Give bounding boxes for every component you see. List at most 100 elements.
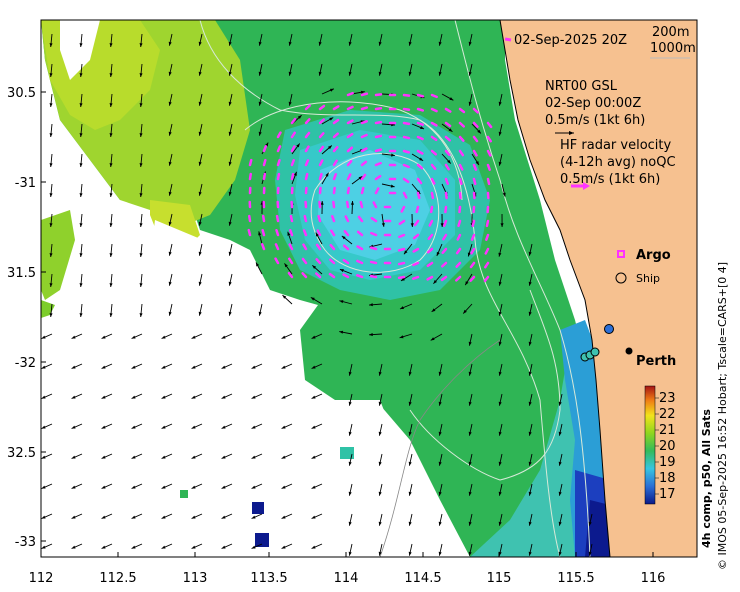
radar-vector: [304, 118, 311, 125]
velocity-arrowhead: [468, 461, 472, 466]
velocity-arrowhead: [198, 131, 202, 136]
velocity-arrowhead: [228, 251, 232, 256]
velocity-arrowhead: [131, 485, 136, 489]
velocity-arrowhead: [41, 515, 46, 519]
velocity-arrowhead: [378, 521, 382, 526]
radar-vector: [276, 158, 281, 167]
radar-vector: [442, 233, 448, 241]
velocity-arrowhead: [191, 365, 196, 369]
velocity-arrowhead: [191, 515, 196, 519]
radar-vector: [413, 219, 420, 227]
velocity-arrowhead: [391, 153, 395, 157]
velocity-arrowhead: [325, 172, 329, 177]
velocity-arrowhead: [378, 71, 382, 76]
velocity-arrowhead: [281, 545, 286, 549]
radar-vector: [426, 275, 434, 281]
velocity-arrowhead: [161, 335, 166, 339]
x-tick-label: 114: [334, 571, 359, 586]
radar-vector: [486, 163, 491, 171]
velocity-arrowhead: [438, 371, 442, 376]
velocity-arrowhead: [408, 491, 412, 496]
velocity-arrowhead: [498, 461, 502, 466]
radar-vector: [290, 145, 296, 153]
velocity-arrowhead: [436, 251, 440, 256]
radar-vector: [369, 274, 378, 279]
radar-vector: [430, 107, 438, 113]
radar-vector: [416, 177, 423, 185]
radar-vector: [455, 275, 462, 282]
radar-vector: [458, 107, 466, 114]
velocity-arrowhead: [498, 101, 502, 106]
velocity-arrowhead: [329, 88, 334, 92]
velocity-arrowhead: [475, 161, 479, 166]
radar-vector: [303, 214, 308, 223]
colorbar-tick-label: 17: [659, 487, 676, 502]
radar-vector: [318, 172, 323, 181]
radar-vector: [430, 163, 437, 171]
radar-vector: [360, 186, 365, 195]
velocity-arrowhead: [498, 281, 502, 286]
velocity-arrowhead: [49, 103, 53, 107]
velocity-arrowhead: [408, 521, 412, 526]
radar-vector: [374, 174, 382, 181]
model-label-line2: 02-Sep 00:00Z: [545, 96, 641, 111]
velocity-arrowhead: [528, 311, 532, 316]
radar-vector: [342, 244, 350, 251]
velocity-arrowhead: [467, 252, 471, 257]
velocity-arrowhead: [284, 263, 288, 268]
radar-vector: [430, 135, 438, 142]
velocity-arrowhead: [498, 521, 502, 526]
velocity-arrowhead: [378, 551, 382, 556]
velocity-arrowhead: [168, 221, 172, 226]
colorbar-tick-label: 23: [659, 391, 676, 406]
velocity-arrowhead: [318, 71, 322, 76]
velocity-arrowhead: [498, 401, 502, 406]
velocity-arrowhead: [477, 129, 481, 134]
velocity-arrowhead: [198, 251, 202, 256]
radar-vector: [402, 149, 411, 154]
radar-vector: [374, 120, 383, 125]
x-tick-label: 113: [183, 571, 208, 586]
velocity-arrowhead: [558, 491, 562, 496]
model-label-line1: NRT00 GSL: [545, 79, 618, 94]
y-tick-label: 32.5: [7, 446, 36, 461]
radar-vector: [415, 205, 420, 214]
radar-vector: [455, 247, 462, 255]
velocity-arrowhead: [281, 515, 286, 519]
velocity-arrowhead: [71, 455, 76, 459]
radar-vector: [343, 229, 350, 237]
velocity-arrowhead: [265, 142, 269, 147]
velocity-arrowhead: [228, 311, 232, 316]
radar-vector: [328, 272, 336, 279]
radar-vector: [369, 260, 378, 265]
radar-vector: [304, 131, 311, 139]
velocity-arrowhead: [109, 193, 113, 197]
velocity-arrowhead: [139, 313, 143, 317]
velocity-arrowhead: [131, 365, 136, 369]
x-tick-label: 112.5: [99, 571, 136, 586]
radar-vector: [485, 219, 490, 228]
radar-vector: [471, 219, 476, 228]
velocity-arrowhead: [348, 551, 352, 556]
radar-vector: [427, 233, 434, 241]
radar-vector: [346, 91, 354, 97]
radar-vector: [287, 271, 294, 279]
velocity-arrowhead: [348, 71, 352, 76]
velocity-arrowhead: [438, 431, 442, 436]
radar-vector: [360, 133, 368, 139]
radar-vector: [372, 201, 378, 209]
radar-vector: [374, 148, 383, 153]
radar-vector: [360, 92, 369, 97]
velocity-arrowhead: [558, 461, 562, 466]
velocity-arrowhead: [191, 545, 196, 549]
velocity-arrowhead: [438, 521, 442, 526]
velocity-arrowhead: [399, 306, 404, 310]
argo-legend-label: Argo: [636, 248, 671, 263]
velocity-arrowhead: [161, 515, 166, 519]
velocity-arrowhead: [420, 126, 425, 129]
velocity-arrowhead: [408, 401, 412, 406]
velocity-arrowhead: [348, 371, 352, 376]
radar-vector: [332, 186, 336, 195]
velocity-arrowhead: [161, 395, 166, 399]
